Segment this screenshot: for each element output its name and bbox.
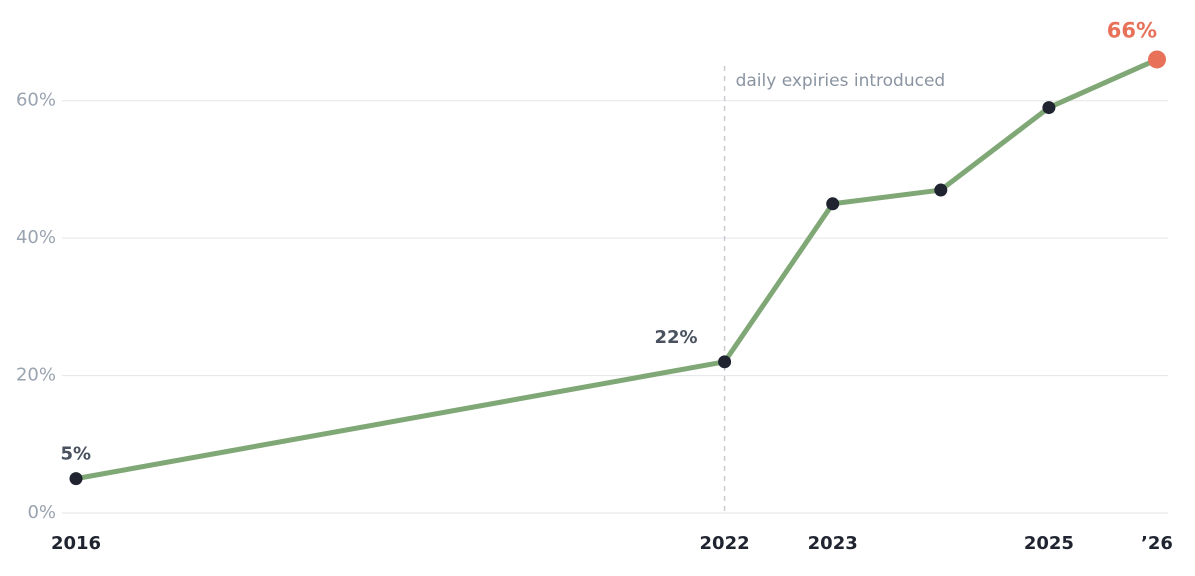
point [69, 472, 83, 486]
y-tick-label: 0% [27, 502, 56, 523]
y-tick-label: 60% [16, 90, 56, 111]
x-tick-label: 2023 [808, 533, 858, 554]
point [1148, 50, 1166, 69]
data-label: 66% [1107, 18, 1157, 42]
point [934, 183, 948, 197]
point [826, 197, 840, 211]
point [718, 355, 732, 369]
annotation-text: daily expiries introduced [736, 71, 946, 91]
x-tick-label: 2025 [1024, 533, 1074, 554]
point [1042, 101, 1056, 115]
data-label: 5% [60, 444, 91, 465]
y-tick-label: 40% [16, 227, 56, 248]
y-tick-label: 20% [16, 365, 56, 386]
data-label: 22% [655, 327, 698, 348]
line [75, 57, 1159, 482]
x-tick-label: 2022 [700, 533, 750, 554]
x-tick-label: ’26 [1141, 533, 1173, 554]
x-tick-label: 2016 [51, 533, 101, 554]
